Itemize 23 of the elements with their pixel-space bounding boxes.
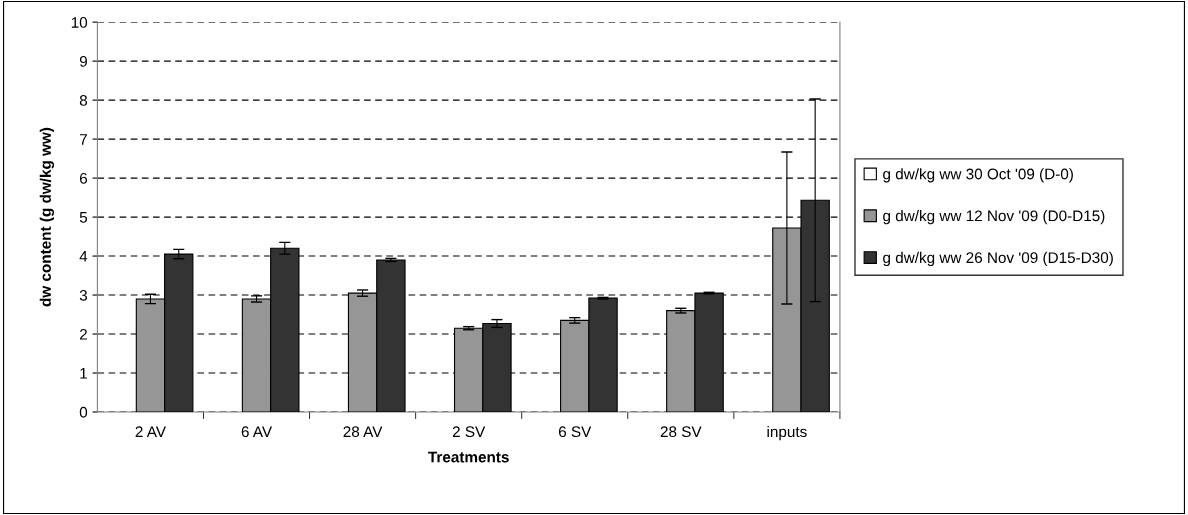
x-tick-label: 2 SV (452, 426, 486, 438)
x-tick-label: 2 AV (135, 426, 166, 437)
x-tick-label: 6 AV (241, 426, 273, 438)
y-tick-label: 1 (80, 368, 87, 379)
legend-label: g dw/kg ww 12 Nov '09 (D0-D15) (883, 209, 1105, 225)
y-tick-label: 3 (79, 289, 88, 301)
y-tick-label: 9 (79, 56, 87, 67)
y-tick-label: 0 (79, 406, 88, 418)
y-tick-label: 7 (79, 134, 87, 145)
y-tick-label: 10 (71, 17, 88, 28)
x-tick-label: 28 SV (660, 426, 702, 438)
legend-label: g dw/kg ww 26 Nov '09 (D15-D30) (883, 251, 1113, 267)
y-tick-label: 5 (79, 212, 88, 223)
y-tick-label: 8 (79, 94, 88, 106)
y-tick-label: 4 (79, 251, 88, 262)
y-tick-label: 2 (79, 328, 87, 340)
x-tick-label: 28 AV (343, 426, 383, 438)
legend-label: g dw/kg ww 30 Oct '09 (D-0) (883, 168, 1073, 183)
x-axis-title: Treatments (428, 451, 509, 463)
y-axis-title: dw content (g dw/kg ww) (39, 127, 55, 307)
x-tick-label: inputs (767, 425, 807, 441)
x-tick-label: 6 SV (558, 426, 592, 438)
y-tick-label: 6 (79, 172, 88, 184)
